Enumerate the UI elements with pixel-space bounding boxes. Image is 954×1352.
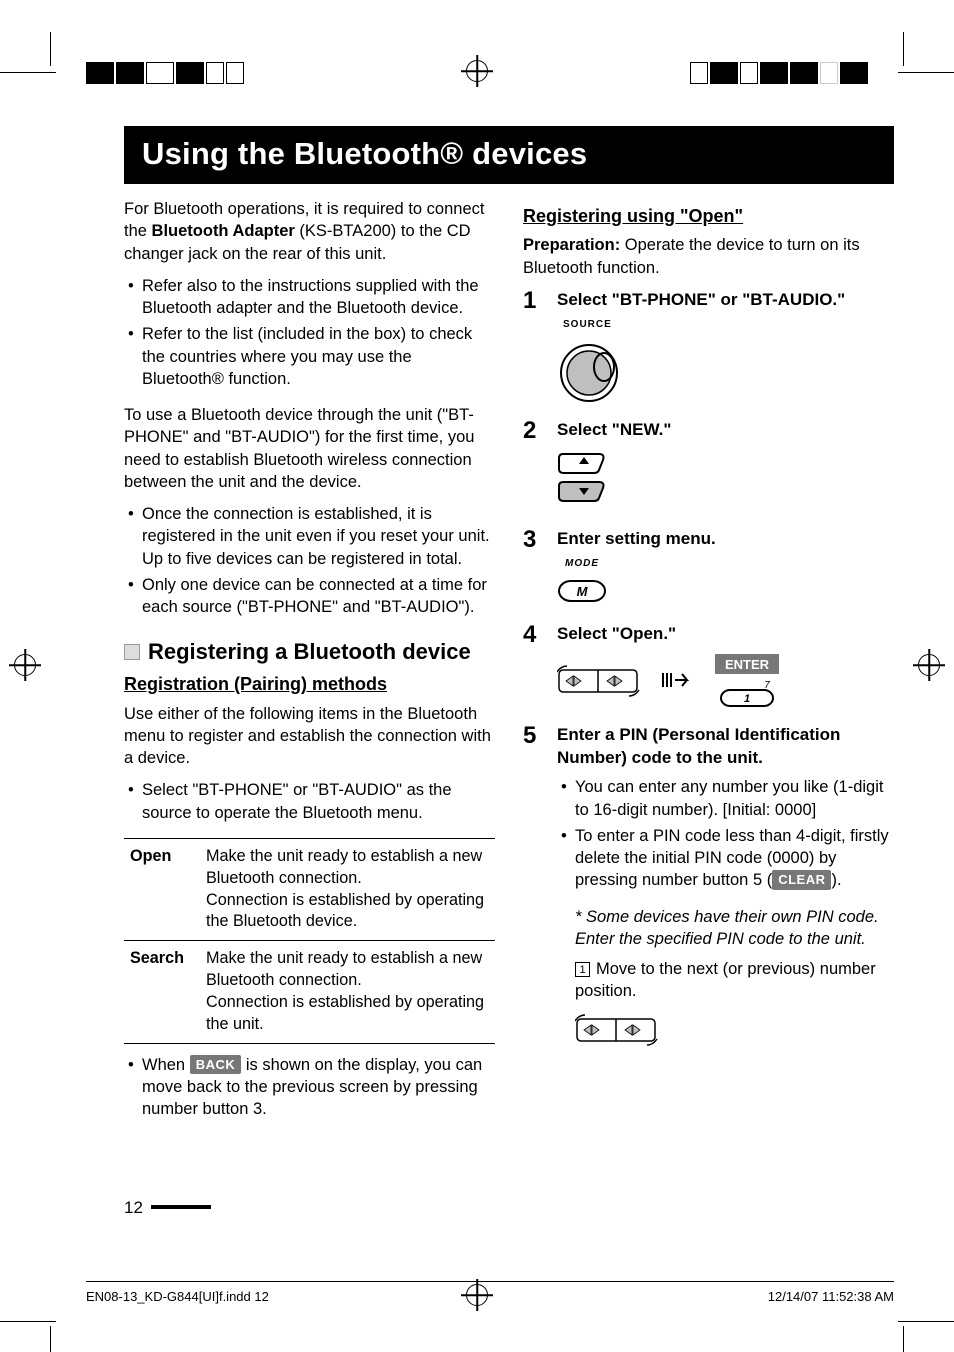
step-5-bullets: You can enter any number you like (1-dig… bbox=[557, 776, 894, 891]
text: When bbox=[142, 1056, 190, 1074]
step-text: Select "Open." bbox=[557, 623, 894, 646]
table-cell: Make the unit ready to establish a new B… bbox=[200, 941, 495, 1043]
step-1: 1 Select "BT-PHONE" or "BT-AUDIO." SOURC… bbox=[523, 289, 894, 409]
step-4: 4 Select "Open." bbox=[523, 623, 894, 714]
list-item: Once the connection is established, it i… bbox=[124, 503, 495, 570]
registration-mark-top bbox=[466, 60, 488, 82]
registration-mark-left bbox=[14, 654, 36, 676]
reg-paragraph: Use either of the following items in the… bbox=[124, 703, 495, 770]
svg-text:1: 1 bbox=[744, 693, 750, 705]
prev-next-buttons-icon bbox=[575, 1011, 894, 1053]
intro-paragraph-2: To use a Bluetooth device through the un… bbox=[124, 404, 495, 493]
list-item: When BACK is shown on the display, you c… bbox=[124, 1054, 495, 1121]
text: ). bbox=[831, 871, 841, 889]
source-label: SOURCE bbox=[563, 318, 894, 332]
page-content: Using the Bluetooth® devices For Bluetoo… bbox=[124, 126, 894, 1212]
text: Move to the next (or previous) number po… bbox=[575, 960, 876, 1000]
list-item: Refer to the list (included in the box) … bbox=[124, 323, 495, 390]
substep-1: 1Move to the next (or previous) number p… bbox=[575, 958, 894, 1003]
reg-bullets: Select "BT-PHONE" or "BT-AUDIO" as the s… bbox=[124, 779, 495, 824]
print-marks-bottom bbox=[0, 1312, 954, 1352]
step-text: Select "BT-PHONE" or "BT-AUDIO." bbox=[557, 289, 894, 312]
list-item: Refer also to the instructions supplied … bbox=[124, 275, 495, 320]
step-2: 2 Select "NEW." bbox=[523, 419, 894, 518]
svg-text:ENTER: ENTER bbox=[725, 657, 770, 672]
arrow-icon bbox=[661, 669, 691, 697]
up-down-buttons-icon bbox=[557, 448, 894, 516]
clear-tag: CLEAR bbox=[772, 870, 831, 890]
text-italic: Some devices have their own PIN code. En… bbox=[575, 908, 879, 948]
heading-box-icon bbox=[124, 644, 140, 660]
source-knob-icon bbox=[557, 337, 894, 407]
mode-button-icon: M bbox=[557, 577, 894, 611]
subheading-right: Registering using "Open" bbox=[523, 204, 894, 228]
back-note: When BACK is shown on the display, you c… bbox=[124, 1054, 495, 1121]
footer-rule bbox=[86, 1281, 894, 1282]
section-heading: Registering a Bluetooth device bbox=[124, 637, 495, 667]
intro-bullets: Refer also to the instructions supplied … bbox=[124, 275, 495, 390]
left-column: For Bluetooth operations, it is required… bbox=[124, 198, 495, 1135]
list-item: Only one device can be connected at a ti… bbox=[124, 574, 495, 619]
table-cell: Make the unit ready to establish a new B… bbox=[200, 838, 495, 940]
step-number: 3 bbox=[523, 528, 545, 613]
text: To enter a PIN code less than 4-digit, f… bbox=[575, 827, 889, 890]
step-text: Select "NEW." bbox=[557, 419, 894, 442]
heading-text: Registering a Bluetooth device bbox=[148, 639, 471, 664]
text-bold: Bluetooth Adapter bbox=[152, 222, 295, 240]
table-cell-header: Open bbox=[124, 838, 200, 940]
registration-mark-bottom bbox=[466, 1284, 488, 1306]
page-number-text: 12 bbox=[124, 1198, 143, 1217]
step-number: 4 bbox=[523, 623, 545, 714]
color-bar-left bbox=[86, 62, 244, 84]
list-item: To enter a PIN code less than 4-digit, f… bbox=[557, 825, 894, 892]
table-cell-header: Search bbox=[124, 941, 200, 1043]
registration-mark-right bbox=[918, 654, 940, 676]
footer-left: EN08-13_KD-G844[UI]f.indd 12 bbox=[86, 1289, 269, 1304]
list-item: You can enter any number you like (1-dig… bbox=[557, 776, 894, 821]
enter-button-icon: ENTER 7 1 bbox=[709, 652, 787, 714]
svg-text:M: M bbox=[577, 584, 589, 599]
step-3: 3 Enter setting menu. MODE M bbox=[523, 528, 894, 613]
mode-label: MODE bbox=[565, 557, 894, 571]
step-number: 1 bbox=[523, 289, 545, 409]
boxed-number-icon: 1 bbox=[575, 962, 590, 977]
subheading: Registration (Pairing) methods bbox=[124, 672, 495, 696]
list-item: Select "BT-PHONE" or "BT-AUDIO" as the s… bbox=[124, 779, 495, 824]
text-bold: Preparation: bbox=[523, 236, 620, 254]
back-tag: BACK bbox=[190, 1055, 242, 1075]
step-number: 2 bbox=[523, 419, 545, 518]
intro-paragraph: For Bluetooth operations, it is required… bbox=[124, 198, 495, 265]
color-bar-right bbox=[690, 62, 868, 84]
pin-note: * Some devices have their own PIN code. … bbox=[575, 906, 894, 951]
intro-bullets-2: Once the connection is established, it i… bbox=[124, 503, 495, 618]
right-column: Registering using "Open" Preparation: Op… bbox=[523, 198, 894, 1135]
pairing-table: Open Make the unit ready to establish a … bbox=[124, 838, 495, 1044]
step-text: Enter setting menu. bbox=[557, 528, 894, 551]
step-5: 5 Enter a PIN (Personal Identification N… bbox=[523, 724, 894, 1055]
footer-right: 12/14/07 11:52:38 AM bbox=[768, 1289, 894, 1304]
step-number: 5 bbox=[523, 724, 545, 1055]
preparation: Preparation: Operate the device to turn … bbox=[523, 234, 894, 279]
page-number: 12 bbox=[124, 1198, 211, 1218]
table-row: Open Make the unit ready to establish a … bbox=[124, 838, 495, 940]
page-number-bar bbox=[151, 1205, 211, 1209]
table-row: Search Make the unit ready to establish … bbox=[124, 941, 495, 1043]
prev-next-buttons-icon bbox=[557, 662, 643, 704]
step-text: Enter a PIN (Personal Identification Num… bbox=[557, 724, 894, 770]
page-title: Using the Bluetooth® devices bbox=[124, 126, 894, 184]
